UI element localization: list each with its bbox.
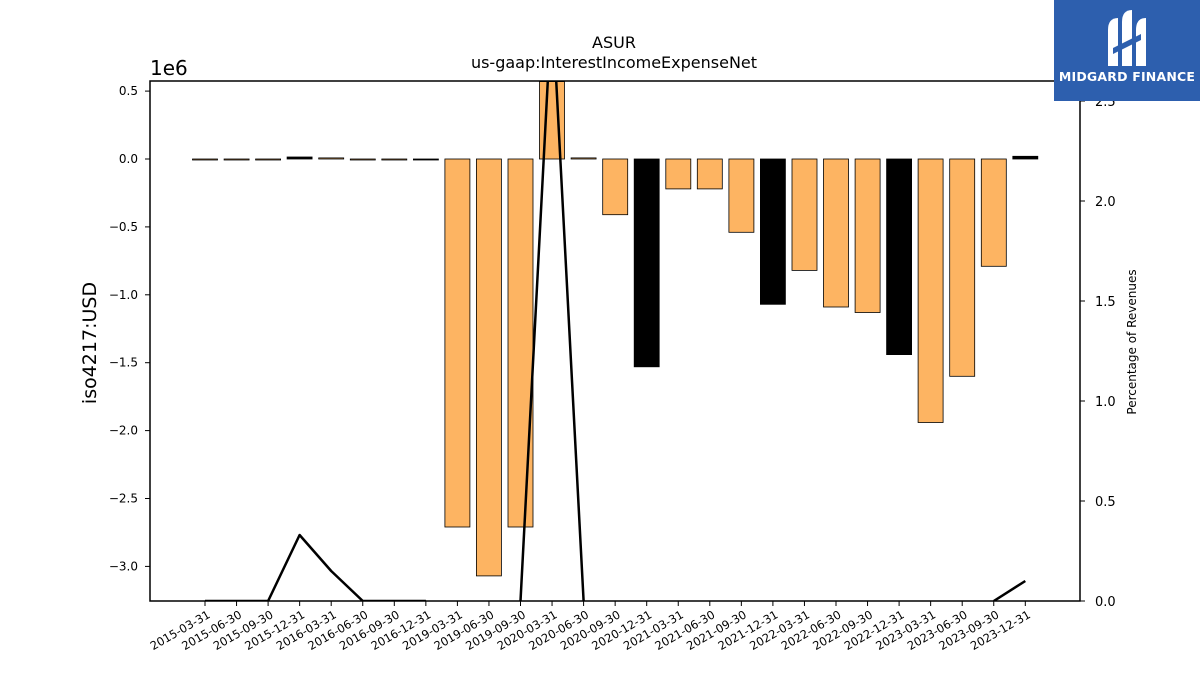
y2-tick-label: 2.0 (1095, 195, 1116, 210)
y2-tick-label: 0.5 (1095, 495, 1116, 510)
y-tick-label: −0.5 (109, 220, 138, 234)
y2-axis-ticks: 2.52.01.51.00.50.0 (1080, 95, 1116, 610)
bar-2016-09-30 (381, 158, 408, 161)
bar-2015-12-31 (286, 156, 313, 160)
plot-frame (149, 80, 1081, 602)
brand-logo-text: MIDGARD FINANCE (1058, 69, 1196, 84)
bar-2023-03-31 (917, 158, 944, 423)
bar-2019-06-30 (475, 158, 502, 577)
bar-2021-12-31 (760, 158, 786, 305)
percentage-line-series (205, 81, 1026, 601)
percentage-line-segment-2 (993, 579, 1026, 601)
bar-2020-12-31 (633, 158, 660, 368)
y2-axis-label: Percentage of Revenues (1125, 269, 1139, 414)
bar-2023-12-31 (1012, 155, 1039, 160)
bar-2022-06-30 (823, 158, 849, 308)
y-tick-label: −1.0 (109, 288, 138, 302)
midgard-logo-icon (1108, 10, 1146, 66)
brand-logo: MIDGARD FINANCE (1054, 0, 1200, 101)
percentage-line-segment-1 (519, 81, 585, 601)
bar-2022-03-31 (791, 158, 818, 271)
chart-title: ASUR (592, 33, 636, 52)
x-axis-ticks: 2015-03-312015-06-302015-09-302015-12-31… (148, 601, 1033, 653)
bar-2023-06-30 (949, 158, 976, 377)
bar-2015-03-31 (192, 158, 218, 161)
bar-2020-06-30 (570, 157, 597, 160)
y-tick-label: −3.0 (109, 559, 138, 573)
y-tick-label: −1.5 (109, 356, 138, 370)
bar-2022-12-31 (886, 158, 912, 356)
bar-2021-06-30 (696, 158, 723, 190)
bar-2016-06-30 (349, 158, 376, 161)
y2-tick-label: 1.0 (1095, 395, 1116, 410)
bar-2023-09-30 (980, 158, 1007, 267)
bar-2015-06-30 (223, 158, 250, 161)
bar-2022-09-30 (854, 158, 881, 313)
y-tick-label: 0.5 (119, 84, 138, 98)
y-axis-ticks: 0.5 0.0 −0.5 −1.0 −1.5 −2.0 −2.5 −3.0 (109, 84, 150, 573)
percentage-line-segment-0 (205, 533, 426, 601)
y-tick-label: −2.5 (109, 492, 138, 506)
bar-2019-09-30 (507, 158, 534, 528)
y-tick-label: −2.0 (109, 424, 138, 438)
bar-2020-09-30 (602, 158, 629, 216)
bar-2016-03-31 (318, 157, 345, 160)
y-axis-label: iso4217:USD (79, 282, 101, 404)
bar-2019-03-31 (444, 158, 471, 528)
y2-tick-label: 0.0 (1095, 595, 1116, 610)
y-tick-label: 0.0 (119, 152, 138, 166)
bar-2021-03-31 (665, 158, 692, 190)
bar-series (192, 81, 1039, 577)
y-axis-multiplier: 1e6 (150, 56, 188, 80)
y2-tick-label: 1.5 (1095, 295, 1116, 310)
bar-2016-12-31 (412, 158, 439, 161)
bar-2015-09-30 (255, 158, 282, 161)
bar-2021-09-30 (728, 158, 755, 233)
chart-subtitle: us-gaap:InterestIncomeExpenseNet (471, 53, 757, 72)
